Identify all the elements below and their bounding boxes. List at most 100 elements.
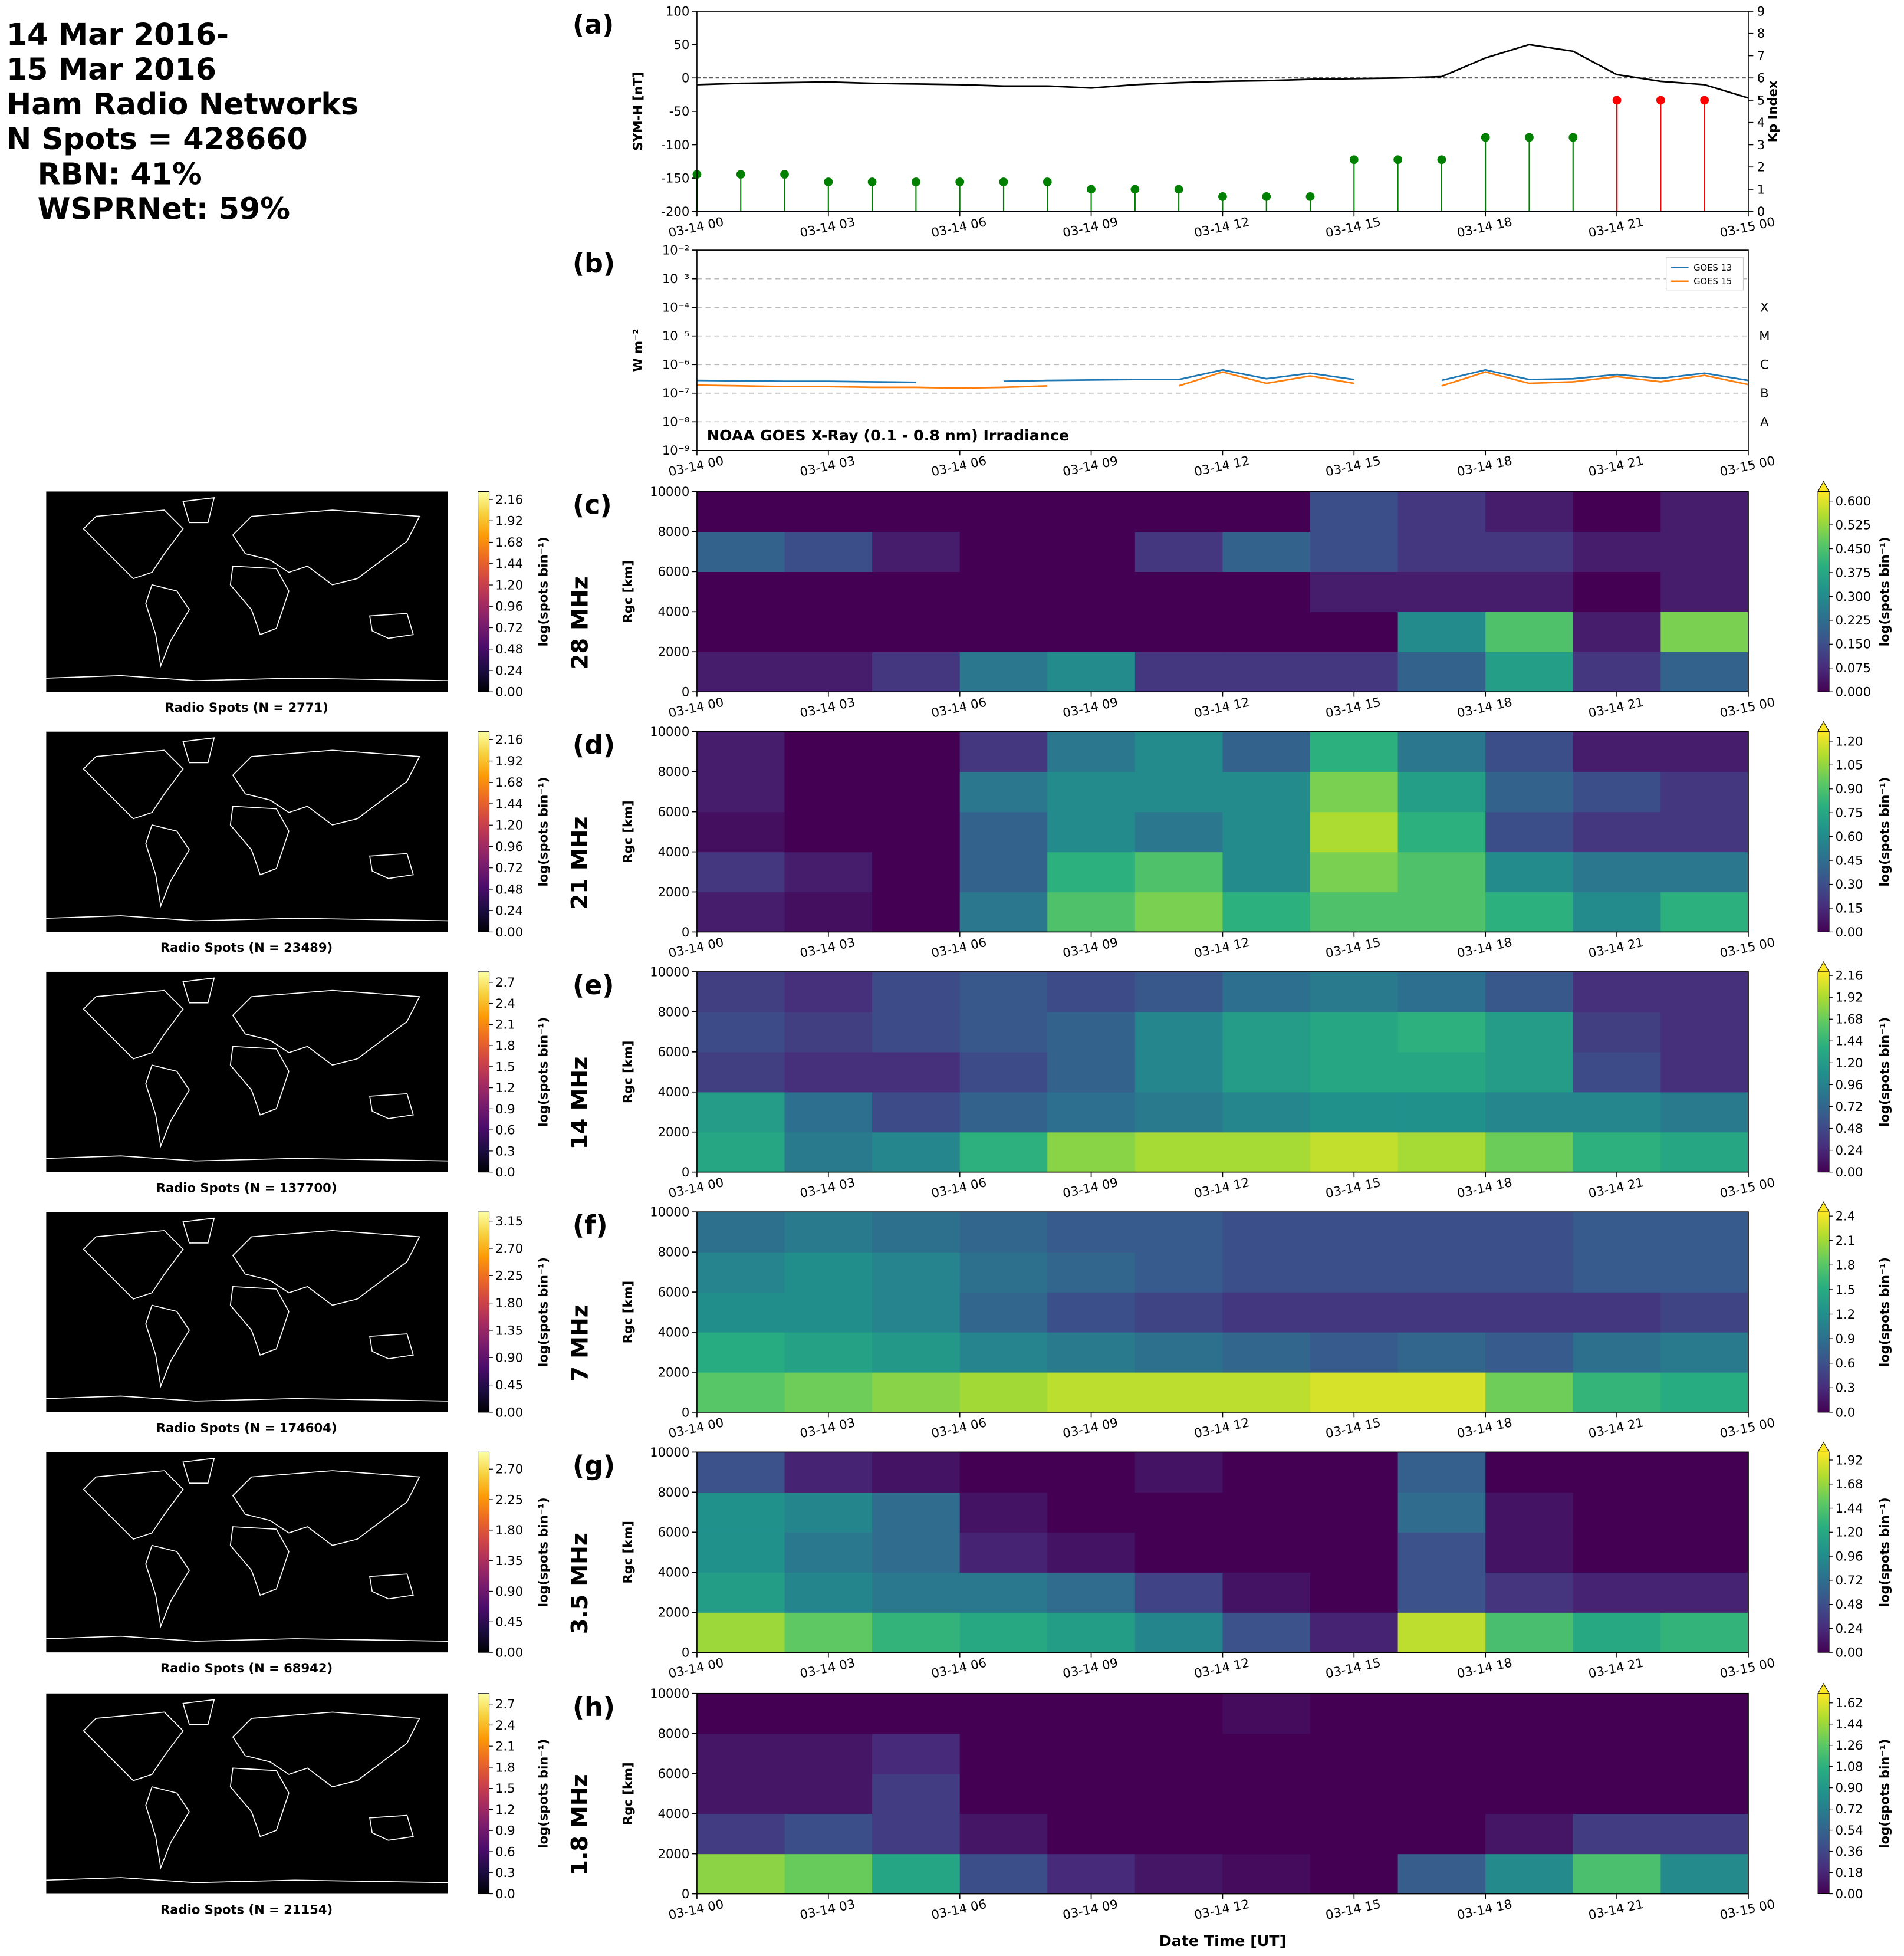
heatmap-cell [1573,1092,1661,1133]
heatmap-cell [1047,1813,1136,1855]
x-tick-label: 03-14 03 [798,935,856,961]
y2-axis-label: Kp Index [1765,80,1780,142]
heatmap-cell [872,1532,961,1573]
heatmap-cell [696,571,785,612]
heatmap-cell [1573,1813,1661,1855]
heatmap-cell [1222,892,1311,933]
heatmap-cell [1047,1532,1136,1573]
colorbar [1817,731,1830,932]
heatmap-cell [1047,1733,1136,1774]
x-tick-label: 03-14 15 [1324,695,1382,721]
x-tick-label: 03-14 21 [1587,214,1645,240]
heatmap-cell [1397,1011,1486,1053]
heatmap-cell [696,1132,785,1173]
heatmap-cell [1397,1051,1486,1093]
heatmap-cell [696,531,785,572]
colorbar [478,731,490,932]
y-tick-label: -50 [669,104,689,119]
x-tick-label: 03-14 00 [667,695,725,721]
heatmap-cell [1485,1813,1574,1855]
kp-marker [955,177,965,186]
y-tick-label: 10⁻⁷ [662,386,689,400]
colorbar-tick-label: 0.225 [1836,613,1871,627]
heatmap-cell [1047,1212,1136,1253]
heatmap-cell [1485,612,1574,652]
heatmap-cell [784,1612,873,1653]
kp-marker [1525,133,1534,142]
heatmap-cell [1485,1773,1574,1814]
heatmap-cell [1573,1292,1661,1333]
heatmap-cell [1397,1092,1486,1133]
colorbar-tick-label: 1.20 [1836,734,1863,748]
x-tick-label: 03-15 00 [1718,214,1776,240]
y-tick-label: 4000 [658,1324,690,1339]
x-tick-label: 03-14 18 [1456,1415,1514,1441]
heatmap-cell [1485,1132,1574,1173]
axes-frame [696,971,1749,1173]
heatmap-cell [1047,531,1136,572]
heatmap-cell [1397,811,1486,853]
colorbar-tick-label: 0.00 [1836,1886,1863,1901]
heatmap-cell [696,1252,785,1293]
y-axis-label: Rgc [km] [620,1281,635,1343]
heatmap-cell [784,1452,873,1493]
heatmap-cell [1310,731,1399,772]
y-tick-label: 2000 [658,1605,690,1620]
colorbar-tick-label: 0.525 [1836,517,1871,532]
heatmap-cell [1573,1252,1661,1293]
heatmap-cell [1310,1813,1399,1855]
heatmap-cell [1397,1372,1486,1413]
colorbar-tick-label: 1.20 [1836,1056,1863,1070]
x-tick-label: 03-14 03 [798,1415,856,1441]
heatmap-cell [1573,1853,1661,1895]
heatmap-cell [1222,531,1311,572]
heatmap-cell [1310,811,1399,853]
series-line [696,369,1749,383]
x-tick-label: 03-15 00 [1718,453,1776,479]
heatmap-cell [1134,1612,1224,1653]
kp-marker [1393,155,1402,165]
colorbar-tick-label: 1.44 [1836,1717,1863,1731]
map-title: Radio Spots (N = 21154) [160,1902,333,1916]
heatmap-cell [1134,1092,1224,1133]
heatmap-cell [1660,1051,1749,1093]
heatmap-cell [1134,1532,1224,1573]
x-tick-label: 03-14 06 [930,1175,988,1201]
colorbar-tick-label: 0.6 [1836,1356,1856,1370]
colorbar-tick-label: 0.24 [495,903,523,918]
heatmap-cell [872,1372,961,1413]
heatmap-cell [872,731,961,772]
x-tick-label: 03-14 03 [798,453,856,479]
y-tick-label: 8000 [658,1485,690,1500]
colorbar-tick-label: 0.00 [495,685,523,699]
colorbar-tick-label: 0.0 [495,1165,515,1179]
colorbar-tick-label: 1.68 [495,775,523,790]
band-label: 28 MHz [567,576,593,669]
heatmap-cell [1397,892,1486,933]
colorbar-tick-label: 0.3 [1836,1380,1856,1395]
heatmap-cell [784,1773,873,1814]
heatmap-cell [1397,571,1486,612]
heatmap-cell [1485,1292,1574,1333]
heatmap-cell [1222,1051,1311,1093]
heatmap-cell [1485,1452,1574,1493]
heatmap-cell [1397,1813,1486,1855]
heatmap-cell [696,1813,785,1855]
colorbar-tick-label: 1.2 [495,1080,515,1095]
heatmap-cell [1573,811,1661,853]
heatmap-cell [1310,1612,1399,1653]
heatmap-cell [1222,1733,1311,1774]
heatmap-cell [1310,1292,1399,1333]
colorbar-tick-label: 0.36 [1836,1844,1863,1859]
heatmap-cell [959,1452,1048,1493]
heatmap-cell [1222,1011,1311,1053]
y-tick-label: 50 [673,37,689,52]
x-tick-label: 03-14 06 [930,214,988,240]
kp-marker [1481,133,1490,142]
heatmap-cell [696,1372,785,1413]
colorbar-tick-label: 2.16 [1836,968,1863,983]
heatmap-cell [1047,811,1136,853]
heatmap-cell [1485,971,1574,1012]
x-tick-label: 03-14 06 [930,1415,988,1441]
heatmap-cell [1310,571,1399,612]
